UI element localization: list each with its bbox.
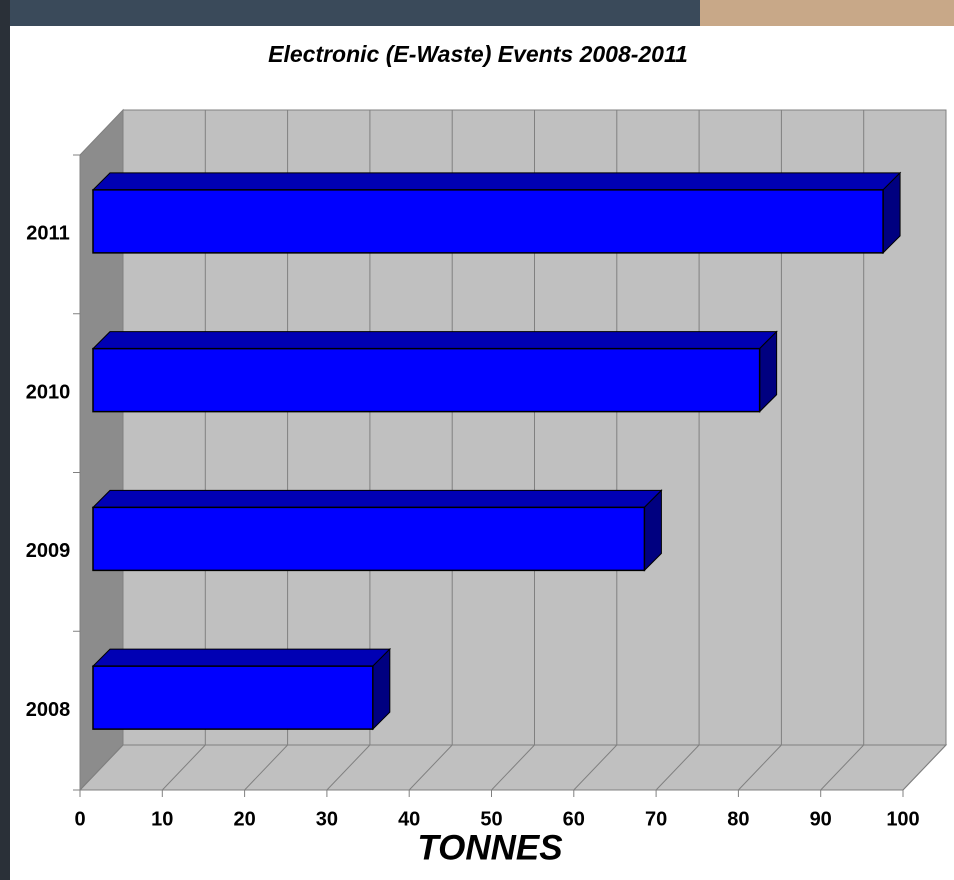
- x-axis-label: TONNES: [417, 828, 562, 867]
- photo-strip-left: [0, 0, 10, 880]
- x-tick-label: 40: [398, 808, 420, 830]
- x-tick-label: 60: [563, 808, 585, 830]
- bar-top: [91, 331, 778, 350]
- x-tick-label: 100: [886, 808, 919, 830]
- floor-grid-line: [161, 744, 206, 791]
- y-tick-label: 2011: [26, 223, 69, 245]
- x-tick-label: 50: [480, 808, 502, 830]
- floor-grid-line: [491, 744, 535, 791]
- floor-grid-line: [655, 744, 700, 791]
- chart-title: Electronic (E-Waste) Events 2008-2011: [268, 41, 688, 67]
- floor-grid-line: [820, 744, 865, 791]
- y-tick-label: 2010: [26, 381, 71, 403]
- x-tick-label: 30: [316, 808, 338, 830]
- bar-top: [91, 489, 663, 508]
- x-tick-label: 0: [74, 808, 85, 830]
- x-tick-label: 90: [810, 808, 832, 830]
- y-tick-label: 2008: [26, 699, 71, 721]
- x-tick-label: 70: [645, 808, 667, 830]
- floor-grid-line: [573, 744, 618, 791]
- y-tick-label: 2009: [26, 540, 71, 562]
- bar: [92, 665, 374, 730]
- x-tick-label: 10: [151, 808, 173, 830]
- photo-strip-right: [700, 0, 954, 26]
- bar-top: [91, 648, 392, 667]
- floor-grid-line: [408, 744, 453, 791]
- bar: [92, 506, 646, 572]
- bar: [92, 347, 761, 413]
- bar: [92, 189, 884, 254]
- floor-grid-line: [79, 744, 124, 791]
- x-tick-label: 80: [727, 808, 749, 830]
- floor-grid-line: [902, 744, 947, 791]
- floor-grid-line: [244, 744, 288, 791]
- bar-top: [91, 172, 902, 191]
- floor-grid-line: [738, 744, 782, 791]
- floor-grid-line: [326, 744, 371, 791]
- x-tick-label: 20: [233, 808, 255, 830]
